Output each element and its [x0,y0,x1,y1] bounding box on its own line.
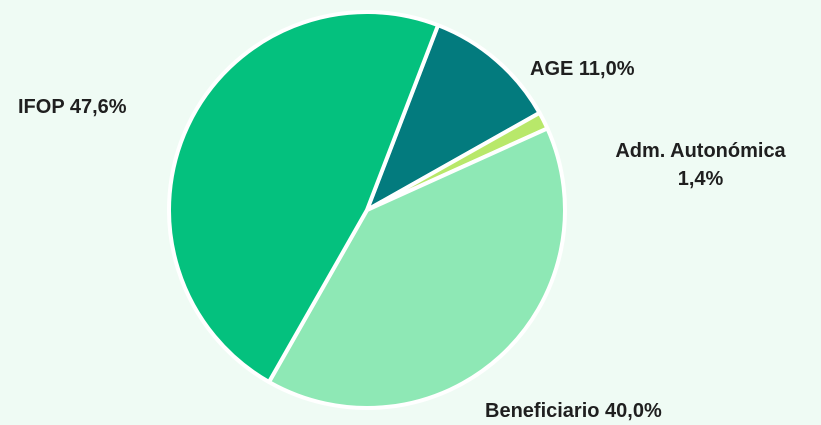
pie-slice-age [365,23,542,212]
label-adm-autonomica-value: 1,4% [677,168,724,190]
label-ifop: IFOP 47,6% [18,93,127,121]
label-beneficiario-value: 40,0% [605,400,662,422]
label-age-name: AGE [530,58,574,80]
label-beneficiario: Beneficiario 40,0% [485,397,662,425]
label-age-value: 11,0% [578,58,635,80]
label-ifop-name: IFOP [18,96,65,118]
label-adm-autonomica-name: Adm. Autonómica [615,140,786,162]
label-beneficiario-name: Beneficiario [485,400,600,422]
pie-slice-beneficiario [266,126,567,410]
label-adm-autonomica: Adm. Autonómica 1,4% [583,137,818,193]
pie-slice-ifop [166,10,441,385]
label-ifop-value: 47,6% [69,96,127,118]
label-age: AGE 11,0% [530,55,635,83]
